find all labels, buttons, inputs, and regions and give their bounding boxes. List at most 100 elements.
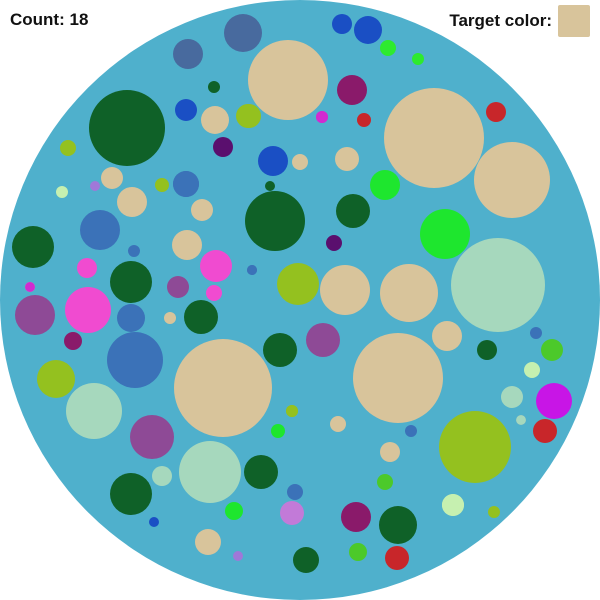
game-circle[interactable] — [316, 111, 328, 123]
game-circle[interactable] — [405, 425, 417, 437]
game-circle[interactable] — [486, 102, 506, 122]
game-circle[interactable] — [225, 502, 243, 520]
game-circle[interactable] — [206, 285, 222, 301]
game-circle[interactable] — [195, 529, 221, 555]
game-circle[interactable] — [420, 209, 470, 259]
game-circle[interactable] — [110, 261, 152, 303]
game-circle[interactable] — [66, 383, 122, 439]
game-circle[interactable] — [130, 415, 174, 459]
game-circle[interactable] — [326, 235, 342, 251]
game-circle[interactable] — [474, 142, 550, 218]
count-value: 18 — [69, 10, 89, 29]
game-circle[interactable] — [370, 170, 400, 200]
game-circle[interactable] — [15, 295, 55, 335]
game-circle[interactable] — [533, 419, 557, 443]
game-circle[interactable] — [179, 441, 241, 503]
game-circle[interactable] — [244, 455, 278, 489]
game-circle[interactable] — [110, 473, 152, 515]
game-circle[interactable] — [341, 502, 371, 532]
game-circle[interactable] — [353, 333, 443, 423]
game-circle[interactable] — [379, 506, 417, 544]
game-circle[interactable] — [173, 171, 199, 197]
game-circle[interactable] — [155, 178, 169, 192]
game-circle[interactable] — [173, 39, 203, 69]
game-circle[interactable] — [439, 411, 511, 483]
game-circle[interactable] — [117, 304, 145, 332]
game-circle[interactable] — [237, 104, 261, 128]
game-circle[interactable] — [524, 362, 540, 378]
game-circle[interactable] — [245, 191, 305, 251]
game-circle[interactable] — [233, 551, 243, 561]
game-circle[interactable] — [64, 332, 82, 350]
game-circle[interactable] — [258, 146, 288, 176]
game-circle[interactable] — [412, 53, 424, 65]
game-circle[interactable] — [263, 333, 297, 367]
game-circle[interactable] — [287, 484, 303, 500]
game-circle[interactable] — [200, 250, 232, 282]
game-circle[interactable] — [536, 383, 572, 419]
game-circle[interactable] — [117, 187, 147, 217]
game-circle[interactable] — [167, 276, 189, 298]
game-circle[interactable] — [213, 137, 233, 157]
game-circle[interactable] — [184, 300, 218, 334]
game-circle[interactable] — [128, 245, 140, 257]
game-circle[interactable] — [541, 339, 563, 361]
game-circle[interactable] — [330, 416, 346, 432]
game-circle[interactable] — [89, 90, 165, 166]
game-circle[interactable] — [265, 181, 275, 191]
game-circle[interactable] — [174, 339, 272, 437]
game-circle[interactable] — [201, 106, 229, 134]
game-circle[interactable] — [293, 547, 319, 573]
game-circle[interactable] — [385, 546, 409, 570]
game-circle[interactable] — [277, 263, 319, 305]
game-circle[interactable] — [247, 265, 257, 275]
game-circle[interactable] — [271, 424, 285, 438]
game-circle[interactable] — [335, 147, 359, 171]
game-circle[interactable] — [248, 40, 328, 120]
game-circle[interactable] — [306, 323, 340, 357]
game-circle[interactable] — [451, 238, 545, 332]
game-circle[interactable] — [172, 230, 202, 260]
game-circle[interactable] — [80, 210, 120, 250]
game-circle[interactable] — [224, 14, 262, 52]
game-circle[interactable] — [432, 321, 462, 351]
game-circle[interactable] — [12, 226, 54, 268]
target-color-display: Target color: — [449, 5, 590, 37]
game-circle[interactable] — [442, 494, 464, 516]
game-circle[interactable] — [357, 113, 371, 127]
game-circle[interactable] — [477, 340, 497, 360]
game-circle[interactable] — [286, 405, 298, 417]
game-circle[interactable] — [292, 154, 308, 170]
game-circle[interactable] — [488, 506, 500, 518]
game-circle[interactable] — [516, 415, 526, 425]
game-circle[interactable] — [25, 282, 35, 292]
game-circle[interactable] — [530, 327, 542, 339]
game-circle[interactable] — [191, 199, 213, 221]
game-circle[interactable] — [56, 186, 68, 198]
game-circle[interactable] — [208, 81, 220, 93]
game-circle[interactable] — [149, 517, 159, 527]
game-circle[interactable] — [384, 88, 484, 188]
game-circle[interactable] — [164, 312, 176, 324]
game-circle[interactable] — [354, 16, 382, 44]
game-circle[interactable] — [65, 287, 111, 333]
game-circle[interactable] — [152, 466, 172, 486]
game-circle[interactable] — [377, 474, 393, 490]
game-circle[interactable] — [337, 75, 367, 105]
game-circle[interactable] — [90, 181, 100, 191]
game-circle[interactable] — [349, 543, 367, 561]
game-circle[interactable] — [101, 167, 123, 189]
game-circle[interactable] — [320, 265, 370, 315]
game-circle[interactable] — [380, 40, 396, 56]
game-circle[interactable] — [60, 140, 76, 156]
game-circle[interactable] — [37, 360, 75, 398]
game-circle[interactable] — [380, 264, 438, 322]
game-circle[interactable] — [175, 99, 197, 121]
game-circle[interactable] — [107, 332, 163, 388]
game-circle[interactable] — [77, 258, 97, 278]
game-circle[interactable] — [332, 14, 352, 34]
game-circle[interactable] — [336, 194, 370, 228]
game-circle[interactable] — [501, 386, 523, 408]
game-circle[interactable] — [380, 442, 400, 462]
game-circle[interactable] — [280, 501, 304, 525]
